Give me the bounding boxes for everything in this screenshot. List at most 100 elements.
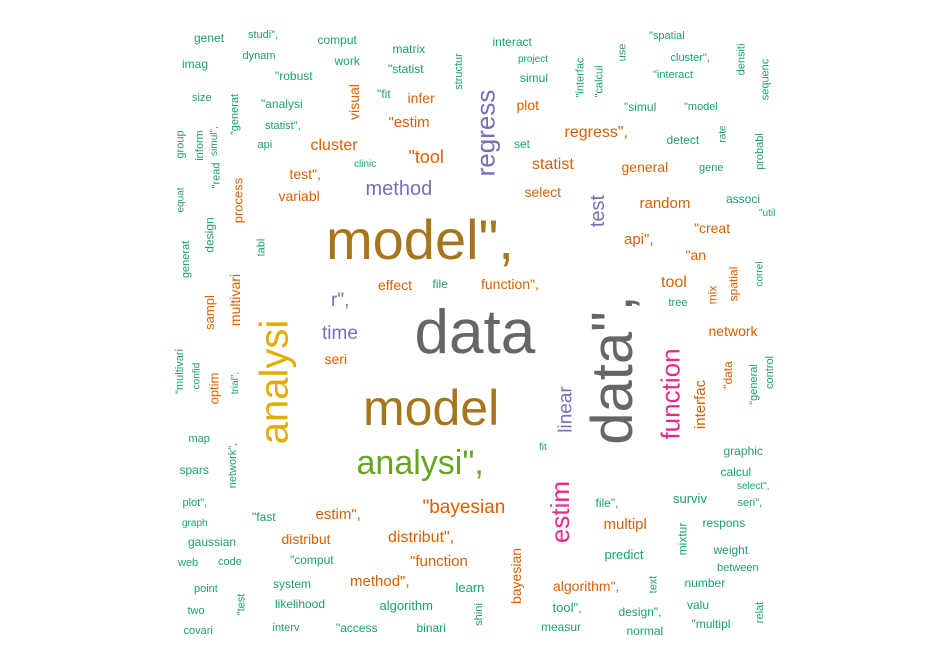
cloud-word: bayesian bbox=[508, 547, 525, 605]
cloud-word: normal bbox=[626, 624, 664, 638]
cloud-word: control bbox=[763, 355, 776, 389]
cloud-word: distribut", bbox=[388, 529, 455, 546]
cloud-word: "access bbox=[336, 621, 378, 635]
cloud-word: file bbox=[432, 277, 448, 291]
cloud-word: system bbox=[273, 577, 312, 591]
cloud-word: gene bbox=[699, 161, 724, 174]
cloud-word: tree bbox=[668, 296, 688, 309]
cloud-word: multivari bbox=[227, 273, 244, 327]
cloud-word: model", bbox=[326, 208, 514, 271]
cloud-word: function bbox=[655, 348, 686, 440]
cloud-word: multipl bbox=[603, 515, 647, 533]
cloud-word: test bbox=[587, 194, 610, 228]
cloud-word: genet bbox=[194, 31, 225, 45]
cloud-word: valu bbox=[687, 598, 710, 612]
cloud-word: tool bbox=[661, 274, 687, 291]
cloud-word: select", bbox=[737, 481, 770, 492]
cloud-word: regress bbox=[469, 89, 500, 177]
cloud-word: r", bbox=[331, 289, 350, 311]
cloud-word: interact bbox=[492, 35, 532, 49]
cloud-word: inform bbox=[193, 129, 206, 161]
cloud-word: generat bbox=[179, 240, 192, 278]
cloud-word: linear bbox=[555, 385, 577, 433]
cloud-word: statist bbox=[532, 156, 574, 173]
cloud-word: infer bbox=[407, 90, 435, 106]
cloud-word: mixtur bbox=[674, 522, 689, 556]
cloud-word: "interact bbox=[653, 68, 693, 81]
cloud-word: learn bbox=[455, 579, 485, 595]
cloud-word: calcul bbox=[720, 465, 752, 479]
cloud-word: sequenc bbox=[759, 58, 772, 100]
cloud-word: "comput bbox=[290, 553, 334, 567]
cloud-word: model bbox=[363, 380, 500, 436]
cloud-word: random bbox=[639, 194, 691, 212]
cloud-word: file", bbox=[595, 496, 619, 510]
cloud-word: "statist bbox=[388, 62, 424, 76]
cloud-word: rate bbox=[717, 125, 729, 143]
cloud-word: code bbox=[218, 555, 242, 568]
cloud-word: method", bbox=[350, 572, 410, 590]
cloud-word: design", bbox=[618, 605, 662, 619]
cloud-word: web bbox=[178, 556, 199, 569]
cloud-word: effect bbox=[378, 277, 412, 293]
cloud-word: "robust bbox=[275, 69, 313, 83]
cloud-word: gaussian bbox=[188, 535, 237, 549]
cloud-word: studi", bbox=[248, 28, 279, 41]
cloud-word: "model bbox=[684, 100, 718, 113]
cloud-word: comput bbox=[317, 33, 357, 47]
cloud-word: method bbox=[365, 178, 433, 200]
cloud-word: "test bbox=[235, 593, 248, 615]
cloud-word: interfac bbox=[691, 379, 709, 429]
cloud-word: data", bbox=[579, 295, 645, 445]
cloud-word: project bbox=[518, 54, 549, 65]
cloud-word: statist", bbox=[265, 119, 301, 132]
cloud-word: size bbox=[192, 91, 212, 104]
cloud-word: network bbox=[708, 323, 758, 339]
cloud-word: "tool bbox=[408, 147, 444, 167]
cloud-word: densiti bbox=[735, 43, 748, 75]
cloud-word: matrix bbox=[392, 42, 426, 56]
cloud-word: "util bbox=[759, 208, 776, 219]
cloud-word: use bbox=[616, 43, 629, 61]
cloud-word: trial", bbox=[230, 371, 242, 395]
cloud-word: select bbox=[524, 184, 562, 200]
cloud-word: point bbox=[194, 582, 218, 595]
cloud-word: simul", bbox=[208, 126, 220, 156]
cloud-word: analysi", bbox=[356, 444, 484, 482]
cloud-word: "data bbox=[720, 361, 735, 389]
cloud-word: visual bbox=[345, 84, 362, 120]
cloud-word: variabl bbox=[278, 188, 320, 204]
cloud-word: optim bbox=[206, 372, 222, 404]
cloud-word: respons bbox=[702, 516, 746, 530]
cloud-word: estim", bbox=[315, 505, 361, 523]
cloud-word: cluster", bbox=[670, 51, 710, 64]
cloud-word: between bbox=[717, 561, 759, 574]
cloud-word: text bbox=[647, 575, 660, 593]
cloud-word: "multipl bbox=[691, 617, 731, 631]
cloud-word: api", bbox=[624, 230, 654, 248]
cloud-word: network", bbox=[226, 442, 239, 488]
cloud-word: plot bbox=[516, 97, 540, 113]
cloud-word: covari bbox=[183, 624, 213, 637]
cloud-word: structur bbox=[452, 52, 465, 90]
cloud-word: test", bbox=[289, 166, 321, 182]
cloud-word: plot", bbox=[182, 496, 208, 509]
cloud-word: number bbox=[684, 576, 726, 590]
cloud-word: simul bbox=[520, 71, 549, 85]
cloud-word: fit bbox=[539, 442, 547, 453]
cloud-word: confid bbox=[190, 362, 202, 390]
cloud-word: weight bbox=[713, 543, 749, 557]
cloud-word: estim bbox=[545, 480, 576, 544]
cloud-word: imag bbox=[182, 57, 209, 71]
cloud-word: seri", bbox=[737, 496, 763, 509]
cloud-word: distribut bbox=[281, 531, 331, 547]
cloud-word: "generat bbox=[228, 93, 241, 135]
cloud-word: group bbox=[174, 129, 187, 159]
cloud-word: cluster bbox=[310, 137, 358, 154]
cloud-word: likelihood bbox=[275, 597, 326, 611]
cloud-word: "multivari bbox=[173, 348, 186, 394]
cloud-word: "fit bbox=[377, 87, 391, 101]
cloud-word: graphic bbox=[723, 444, 763, 458]
cloud-word: algorithm", bbox=[553, 578, 620, 594]
